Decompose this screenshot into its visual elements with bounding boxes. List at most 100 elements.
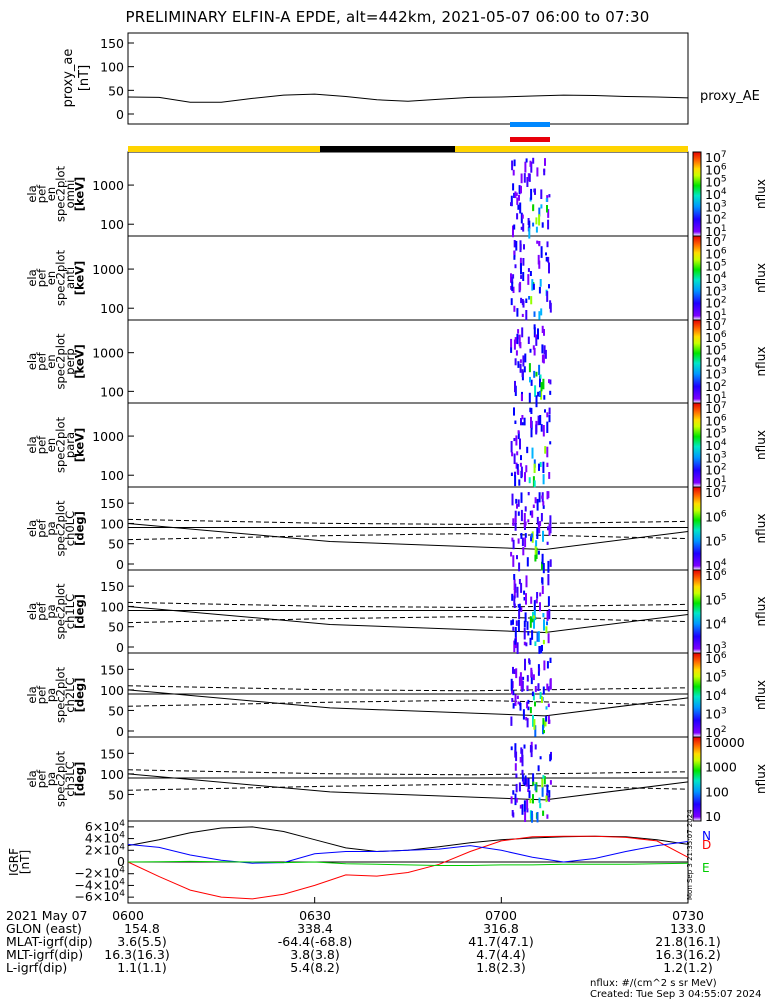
spectrogram-pixel (528, 392, 531, 403)
spectrogram-pixel (532, 345, 535, 350)
spectrogram-pixel (523, 244, 525, 250)
y-axis-label-line: proxy_ae (61, 49, 76, 108)
spectrogram-pixel (512, 790, 515, 795)
spectrogram-pixel (511, 493, 514, 506)
colorbar-tick-label: 106 (705, 330, 727, 345)
spectrogram-pixel (528, 477, 531, 484)
spectrogram-pixel (536, 498, 539, 511)
spectrogram-pixel (535, 371, 538, 377)
legend-proxy-ae: proxy_AE (700, 89, 760, 104)
y-axis-label-line: spec2plot (54, 750, 68, 807)
y-axis-label-line: spec2plot (54, 416, 68, 473)
spectrogram-pixel (524, 161, 527, 173)
colorbar-tick-label: 106 (705, 509, 727, 524)
spectrogram-pixel (529, 510, 532, 516)
spectrogram-pixel (532, 692, 535, 701)
spectrogram-pixel (534, 188, 536, 195)
spectrogram-pixel (512, 518, 515, 526)
spectrogram-pixel (545, 252, 547, 256)
colorbar-tick-label: 104 (705, 558, 727, 573)
spectrogram-pixel (532, 283, 535, 290)
spectrogram-pixel (510, 285, 513, 290)
spectrogram-pixel (536, 516, 539, 525)
colorbar-label: nflux (754, 764, 768, 794)
colorbar-label-text: nflux (754, 347, 768, 377)
spectrogram-pixel (517, 361, 520, 368)
spectrogram-pixel (514, 763, 517, 771)
spectrogram-pixel (511, 593, 514, 601)
spectrogram-pixel (548, 284, 550, 289)
y-axis-label-line: spec2plot (54, 165, 68, 222)
spectrogram-pixel (511, 276, 514, 284)
colorbar-tick-label: 104 (705, 355, 727, 370)
colorbar-tick-label: 103 (705, 450, 727, 465)
spectrogram-pixel (532, 794, 534, 804)
colorbar-label-text: nflux (754, 764, 768, 794)
spectrogram-pixel (512, 225, 514, 238)
spectrogram-pixel (521, 313, 524, 317)
spectrogram-pixel (520, 226, 523, 230)
spectrogram-pixel (545, 706, 548, 710)
spectrogram-pixel (513, 579, 516, 590)
spectrogram-pixel (513, 640, 516, 653)
spectrogram-pixel (540, 204, 543, 209)
spectrogram-pixel (514, 420, 517, 424)
spectrogram-pixel (521, 537, 524, 547)
y-axis-label-line: [keV] (73, 177, 87, 212)
spectrogram-pixel (547, 560, 550, 573)
spectrogram-pixel (515, 462, 518, 469)
spectrogram-pixel (530, 745, 533, 758)
spectrogram-pixel (541, 553, 544, 565)
spectrogram-pixel (510, 202, 512, 206)
spectrogram-pixel (533, 459, 536, 468)
spectrogram-pixel (541, 222, 544, 228)
spectrogram-pixel (512, 286, 515, 293)
colorbar-label-text: nflux (754, 680, 768, 710)
spectrogram-pixel (543, 169, 546, 176)
spectrogram-pixel (534, 744, 537, 750)
spectrogram-pixel (541, 785, 544, 797)
spectrogram-pixel (546, 611, 549, 621)
spectrogram-pixel (517, 538, 520, 544)
spectrogram-pixel (542, 613, 545, 618)
spectrogram-pixel (534, 497, 537, 504)
spectrogram-pixel (543, 345, 546, 355)
time-label-0630: 0630 (299, 908, 331, 923)
spectrogram-pixel (526, 446, 529, 454)
spectrogram-pixel (513, 159, 516, 167)
y-axis-label-line: ela (25, 686, 39, 703)
spectrogram-frame (127, 319, 689, 404)
spectrogram-pixel (515, 435, 518, 446)
colorbar (692, 736, 702, 822)
colorbar-tick-label: 105 (705, 259, 727, 274)
y-axis-label-line: [deg] (73, 594, 87, 629)
colorbar-tick-label: 102 (705, 296, 727, 311)
spectrogram-pixel (520, 297, 523, 304)
spectrogram-pixel (548, 414, 551, 423)
spectrogram-pixel (511, 281, 514, 292)
y-tick-label: 100 (100, 301, 124, 316)
spectrogram-pixel (515, 498, 518, 504)
spectrogram-pixel (522, 547, 525, 556)
spectrogram-pixel (513, 192, 516, 198)
spectrogram-pixel (541, 577, 544, 583)
spectrogram-pixel (547, 491, 550, 498)
spectrogram-pixel (537, 631, 540, 642)
spectrogram-pixel (526, 621, 529, 630)
y-tick-label: 0 (116, 640, 124, 655)
colorbar-tick-label: 101 (705, 224, 727, 239)
spectrogram-pixel (538, 668, 541, 672)
igrf-legend-E: E (702, 861, 710, 875)
l-0630: 5.4(8.2) (290, 960, 340, 975)
footer-mlt-label: MLT-igrf(dip) (6, 947, 84, 962)
spectrogram-pixel (510, 472, 513, 476)
spectrogram-pixel (519, 359, 522, 363)
spectrogram-pixel (540, 513, 543, 522)
spectrogram-pixel (529, 707, 532, 714)
spectrogram-pixel (522, 709, 525, 720)
spectrogram-pixel (510, 338, 513, 348)
spectrogram-pixel (528, 363, 531, 373)
spectrogram-pixel (533, 480, 536, 488)
